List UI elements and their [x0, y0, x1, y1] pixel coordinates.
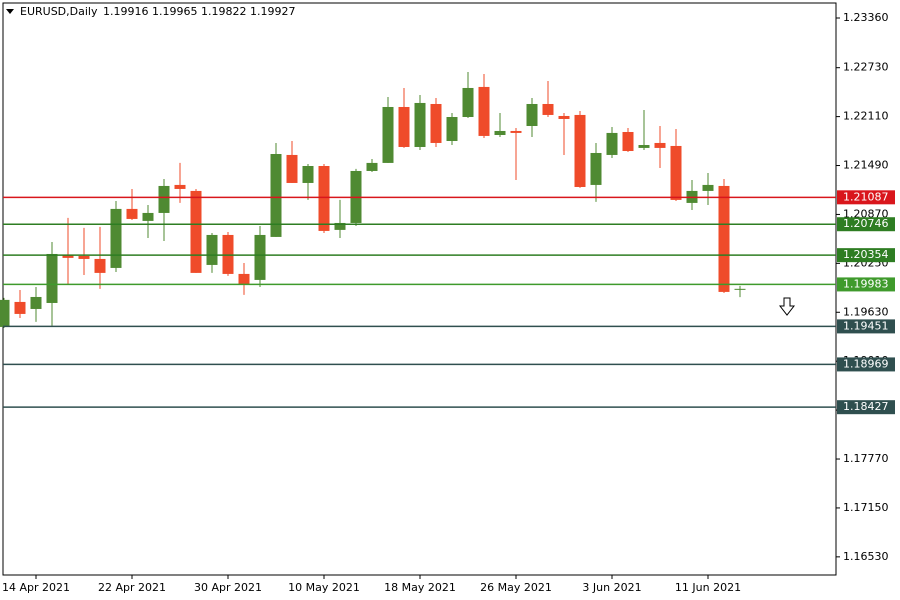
candle-body [190, 190, 202, 273]
level-label: 1.19983 [843, 277, 889, 290]
candle-body [526, 103, 538, 126]
candle-body [478, 86, 490, 136]
candle-body [14, 301, 26, 314]
candle-body [446, 117, 458, 141]
candle-body [606, 132, 618, 155]
candle-body [270, 154, 282, 237]
candle-body [670, 145, 682, 200]
candle-body [94, 258, 106, 273]
header-low: 1.19822 [201, 5, 247, 18]
level-label-box [837, 319, 895, 334]
header-icon [6, 9, 14, 14]
candle-body [590, 152, 602, 185]
candle-body [110, 208, 122, 268]
level-label-box [837, 248, 895, 263]
candle-body [398, 106, 410, 147]
candle-body [494, 130, 506, 135]
candle-body [462, 87, 474, 118]
candle-body [622, 131, 634, 152]
level-label: 1.19451 [843, 319, 889, 332]
x-tick-label: 14 Apr 2021 [2, 581, 70, 594]
y-tick-label: 1.17150 [843, 501, 889, 514]
candle-body [654, 142, 666, 148]
level-label: 1.21087 [843, 190, 889, 203]
chart-title: EURUSD,Daily [20, 5, 98, 18]
candle-body [414, 102, 426, 147]
candle-body [286, 154, 298, 183]
y-tick-label: 1.17770 [843, 452, 889, 465]
y-tick-label: 1.23360 [843, 11, 889, 24]
x-tick-label: 22 Apr 2021 [98, 581, 166, 594]
candle-body [574, 114, 586, 187]
candle-body [142, 212, 154, 221]
candle-body [542, 103, 554, 115]
x-tick-label: 30 Apr 2021 [194, 581, 262, 594]
candle-body [430, 103, 442, 143]
candle-body [0, 299, 10, 327]
candle-body [382, 106, 394, 163]
candle-body [702, 184, 714, 191]
candle-body [718, 185, 730, 292]
down-arrow [778, 297, 796, 316]
candle-body [78, 255, 90, 259]
level-label: 1.18427 [843, 400, 889, 413]
x-tick-label: 18 May 2021 [384, 581, 456, 594]
candle-body [302, 166, 314, 183]
y-tick-label: 1.22730 [843, 61, 889, 74]
x-tick-label: 26 May 2021 [480, 581, 552, 594]
y-tick-label: 1.22110 [843, 110, 889, 123]
candle-body [30, 296, 42, 309]
y-tick-label: 1.16530 [843, 550, 889, 563]
candle-body [238, 273, 250, 285]
level-label-box [837, 217, 895, 232]
level-label: 1.20746 [843, 217, 889, 230]
candle-body [334, 222, 346, 230]
candle-body [206, 234, 218, 265]
candle-body [174, 184, 186, 189]
y-tick-label: 1.20870 [843, 207, 889, 220]
header-open: 1.19916 [103, 5, 149, 18]
level-label: 1.18969 [843, 357, 889, 370]
level-label: 1.20354 [843, 248, 889, 261]
candle-body [366, 162, 378, 171]
header-high: 1.19965 [152, 5, 198, 18]
y-tick-label: 1.21490 [843, 159, 889, 172]
candle-body [558, 115, 570, 119]
level-label-box [837, 277, 895, 292]
candle-body [254, 234, 266, 280]
x-tick-label: 3 Jun 2021 [582, 581, 641, 594]
header-close: 1.19927 [250, 5, 296, 18]
level-label-box [837, 357, 895, 372]
level-label-box [837, 190, 895, 205]
y-tick-label: 1.19630 [843, 305, 889, 318]
level-label-box [837, 400, 895, 415]
candle-body [46, 253, 58, 303]
candle-body [158, 185, 170, 213]
candle-body [510, 130, 522, 133]
candle-body [638, 145, 650, 148]
candle-body [318, 166, 330, 231]
candle-body [734, 288, 746, 290]
x-tick-label: 10 May 2021 [288, 581, 360, 594]
x-tick-label: 11 Jun 2021 [675, 581, 741, 594]
candle-body [62, 254, 74, 258]
candle-body [126, 208, 138, 219]
